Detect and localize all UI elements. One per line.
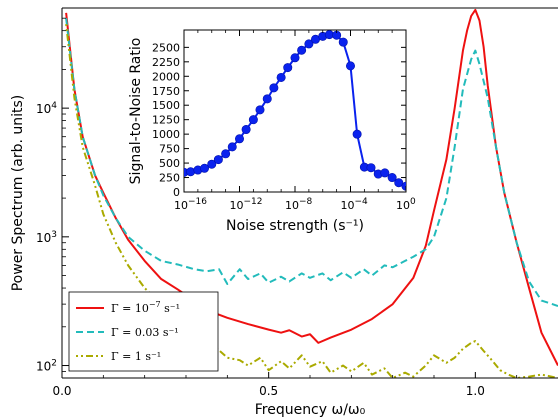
main-x-tick-label: 0.0 [52, 384, 71, 398]
inset-x-tick-label: 100 [396, 197, 416, 212]
main-x-tick-label: 1.0 [466, 384, 485, 398]
inset-xlabel: Noise strength (s⁻¹) [226, 218, 364, 234]
inset-ylabel: Signal-to-Noise Ratio [128, 38, 144, 185]
inset-point [366, 163, 376, 173]
inset-y-tick-label: 250 [159, 172, 180, 185]
main-ylabel: Power Spectrum (arb. units) [10, 95, 26, 292]
inset-y-tick-label: 2500 [152, 41, 180, 54]
inset-point [248, 115, 258, 125]
legend-label-2: Γ = 1 s⁻¹ [111, 350, 161, 363]
legend: Γ = 10−7 s⁻¹ Γ = 0.03 s⁻¹ Γ = 1 s⁻¹ [68, 291, 219, 372]
inset-point [394, 178, 404, 188]
inset-point [338, 37, 348, 47]
inset-point [255, 105, 265, 115]
main-xlabel: Frequency ω/ω₀ [255, 402, 366, 418]
inset-point [345, 61, 355, 71]
inset-point [221, 149, 231, 159]
legend-label-1: Γ = 0.03 s⁻¹ [111, 326, 179, 339]
main-y-tick-label: 102 [36, 359, 57, 374]
inset-x-tick-label: 10−4 [341, 197, 369, 212]
inset-point [290, 53, 300, 63]
inset-point [304, 39, 314, 49]
main-axes: 0.0 0.5 1.0 102 103 104 [36, 7, 518, 398]
main-x-tick-label: 0.5 [259, 384, 278, 398]
inset-point [207, 159, 217, 169]
inset-y-tick-label: 1750 [152, 85, 180, 98]
inset-point [241, 125, 251, 135]
inset-axes: 10−16 10−12 10−8 10−4 1000250500750100012501… [152, 30, 416, 212]
inset-point [227, 142, 237, 152]
inset-point [352, 129, 362, 139]
legend-label-0: Γ = 10−7 s⁻¹ [111, 300, 180, 315]
inset-x-tick-label: 10−16 [174, 197, 207, 212]
inset-y-tick-label: 1500 [152, 99, 180, 112]
main-y-tick-label: 103 [36, 230, 57, 245]
main-y-tick-label: 104 [36, 101, 57, 116]
inset-series-group [184, 30, 406, 191]
inset-x-tick-label: 10−8 [285, 197, 313, 212]
inset-point [380, 168, 390, 178]
inset-y-tick-label: 1000 [152, 128, 180, 141]
inset-y-tick-label: 500 [159, 157, 180, 170]
main-xlabel-text: Frequency ω/ω₀ [255, 402, 366, 418]
inset-point [387, 173, 397, 183]
inset-y-tick-label: 0 [173, 186, 180, 199]
series-line-1 [65, 18, 558, 307]
inset-y-tick-label: 750 [159, 143, 180, 156]
series-line-0 [65, 8, 558, 366]
inset-x-tick-label: 10−12 [230, 197, 263, 212]
inset-point [283, 63, 293, 73]
inset-point [235, 134, 245, 144]
inset-point [269, 83, 279, 93]
inset-point [213, 155, 223, 165]
inset-y-tick-label: 2250 [152, 56, 180, 69]
inset-point [200, 163, 210, 173]
inset-y-tick-label: 1250 [152, 114, 180, 127]
inset-point [297, 45, 307, 55]
inset-point [262, 94, 272, 104]
inset-point [276, 72, 286, 82]
inset-y-tick-label: 2000 [152, 70, 180, 83]
